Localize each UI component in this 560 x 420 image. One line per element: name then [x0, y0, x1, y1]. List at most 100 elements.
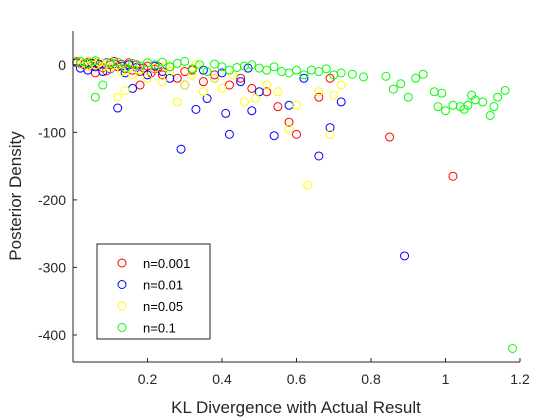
scatter-point-n-0-05-13 [120, 85, 130, 95]
x-tick-label: 0.2 [138, 371, 158, 387]
scatter-point-n-0-1-38 [381, 71, 391, 81]
scatter-point-n-0-1-25 [262, 65, 272, 75]
scatter-point-n-0-01-22 [176, 144, 186, 154]
y-tick-label: -300 [38, 259, 66, 275]
scatter-point-n-0-01-28 [224, 129, 234, 139]
y-tick-label: -100 [38, 124, 66, 140]
scatter-point-n-0-1-6 [120, 63, 130, 73]
scatter-point-n-0-05-29 [251, 94, 261, 104]
scatter-point-n-0-01-27 [221, 108, 231, 118]
scatter-point-n-0-1-8 [135, 61, 145, 71]
scatter-point-n-0-1-30 [299, 70, 309, 80]
scatter-point-n-0-1-4 [105, 58, 115, 68]
scatter-point-n-0-1-17 [202, 67, 212, 77]
scatter-point-n-0-001-36 [314, 92, 324, 102]
scatter-point-n-0-1-37 [359, 72, 369, 82]
scatter-point-n-0-01-11 [113, 103, 123, 113]
legend: n=0.001 n=0.01 n=0.05 n=0.1 [96, 243, 211, 340]
scatter-point-n-0-001-25 [180, 67, 190, 77]
scatter-point-n-0-05-38 [336, 80, 346, 90]
x-tick-label: 0.4 [212, 371, 232, 387]
scatter-point-n-0-1-58 [500, 85, 510, 95]
scatter-point-n-0-1-15 [187, 64, 197, 74]
scatter-point-n-0-1-24 [254, 63, 264, 73]
scatter-point-n-0-1-44 [429, 87, 439, 97]
legend-label: n=0.001 [143, 256, 190, 271]
scatter-point-n-0-1-14 [180, 56, 190, 66]
scatter-point-n-0-1-29 [292, 65, 301, 75]
scatter-point-n-0-1-48 [448, 100, 458, 110]
scatter-point-n-0-05-15 [128, 70, 138, 80]
scatter-point-n-0-1-41 [403, 92, 413, 102]
scatter-point-n-0-001-24 [172, 73, 182, 83]
scatter-point-n-0-05-22 [180, 80, 190, 90]
scatter-point-n-0-001-31 [247, 83, 257, 93]
scatter-point-n-0-001-22 [157, 70, 167, 80]
scatter-point-n-0-05-33 [292, 100, 301, 110]
scatter-point-n-0-05-24 [198, 87, 208, 97]
scatter-point-n-0-1-28 [284, 68, 294, 78]
scatter-point-n-0-1-18 [210, 59, 220, 69]
scatter-point-n-0-001-42 [135, 80, 145, 90]
scatter-point-n-0-01-35 [314, 151, 324, 161]
scatter-point-n-0-01-31 [254, 87, 264, 97]
scatter-point-n-0-05-28 [239, 97, 249, 107]
scatter-point-n-0-001-34 [284, 117, 294, 127]
scatter-point-n-0-1-19 [217, 62, 227, 72]
scatter-point-n-0-1-39 [388, 84, 398, 94]
scatter-point-n-0-05-25 [210, 73, 220, 83]
scatter-point-n-0-1-26 [269, 62, 279, 72]
scatter-point-n-0-1-56 [489, 102, 499, 112]
scatter-point-n-0-05-17 [143, 73, 152, 83]
scatter-point-n-0-05-31 [273, 87, 283, 97]
scatter-point-n-0-01-24 [191, 104, 201, 114]
legend-label: n=0.1 [143, 321, 176, 336]
scatter-point-n-0-1-16 [195, 60, 205, 70]
scatter-point-n-0-1-55 [485, 110, 495, 120]
legend-label: n=0.01 [143, 278, 183, 293]
scatter-point-n-0-05-34 [303, 180, 313, 190]
scatter-point-n-0-1-57 [493, 92, 503, 102]
x-axis-label: KL Divergence with Actual Result [171, 398, 421, 417]
scatter-point-n-0-1-33 [321, 64, 331, 74]
scatter-point-n-0-01-38 [400, 251, 410, 261]
scatter-point-n-0-05-35 [314, 87, 324, 97]
scatter-point-n-0-01-3 [83, 65, 93, 75]
scatter-point-n-0-05-18 [150, 63, 160, 73]
legend-label: n=0.05 [143, 299, 183, 314]
legend-marker [117, 301, 127, 311]
scatter-point-n-0-01-34 [299, 73, 309, 83]
scatter-point-n-0-01-18 [143, 70, 152, 80]
scatter-point-n-0-1-23 [247, 60, 257, 70]
scatter-point-n-0-05-32 [284, 124, 294, 134]
scatter-point-n-0-1-51 [463, 100, 473, 110]
scatter-point-n-0-001-33 [273, 102, 283, 112]
scatter-point-n-0-05-23 [187, 70, 197, 80]
scatter-point-n-0-1-5 [113, 57, 123, 67]
scatter-point-n-0-01-33 [284, 100, 294, 110]
scatter-point-n-0-05-16 [135, 65, 145, 75]
scatter-point-n-0-01-32 [269, 131, 279, 141]
scatter-point-n-0-1-40 [396, 79, 406, 89]
scatter-point-n-0-001-27 [198, 77, 208, 87]
scatter-point-n-0-01-15 [128, 83, 138, 93]
scatter-point-n-0-1-21 [232, 62, 242, 72]
scatter-point-n-0-1-27 [277, 67, 287, 77]
scatter-point-n-0-01-25 [202, 94, 212, 104]
scatter-point-n-0-05-11 [113, 92, 123, 102]
x-tick-label: 1.2 [510, 371, 530, 387]
scatter-point-n-0-1-45 [433, 102, 443, 112]
y-tick-label: 0 [58, 57, 66, 73]
scatter-point-n-0-01-37 [336, 97, 346, 107]
scatter-point-n-0-05-37 [329, 90, 339, 100]
scatter-point-n-0-01-36 [325, 123, 335, 133]
legend-marker [117, 258, 127, 268]
scatter-point-n-0-1-32 [314, 67, 324, 77]
scatter-points [72, 56, 518, 353]
scatter-point-n-0-1-60 [90, 92, 100, 102]
scatter-point-n-0-1-3 [98, 80, 108, 90]
scatter-point-n-0-001-39 [448, 171, 458, 181]
scatter-point-n-0-001-38 [385, 132, 395, 142]
scatter-point-n-0-05-19 [157, 77, 167, 87]
